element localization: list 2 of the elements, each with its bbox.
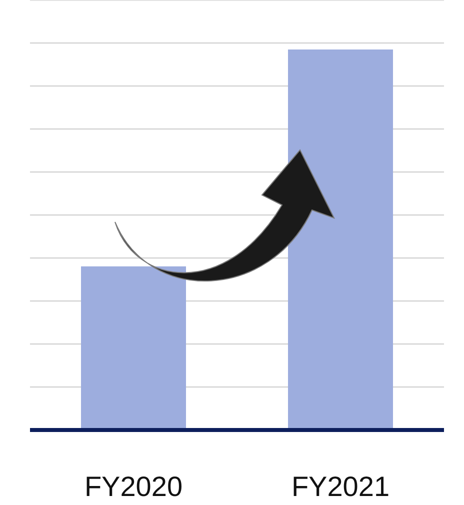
- x-tick-label: FY2021: [291, 470, 390, 502]
- x-tick-label: FY2020: [84, 470, 183, 502]
